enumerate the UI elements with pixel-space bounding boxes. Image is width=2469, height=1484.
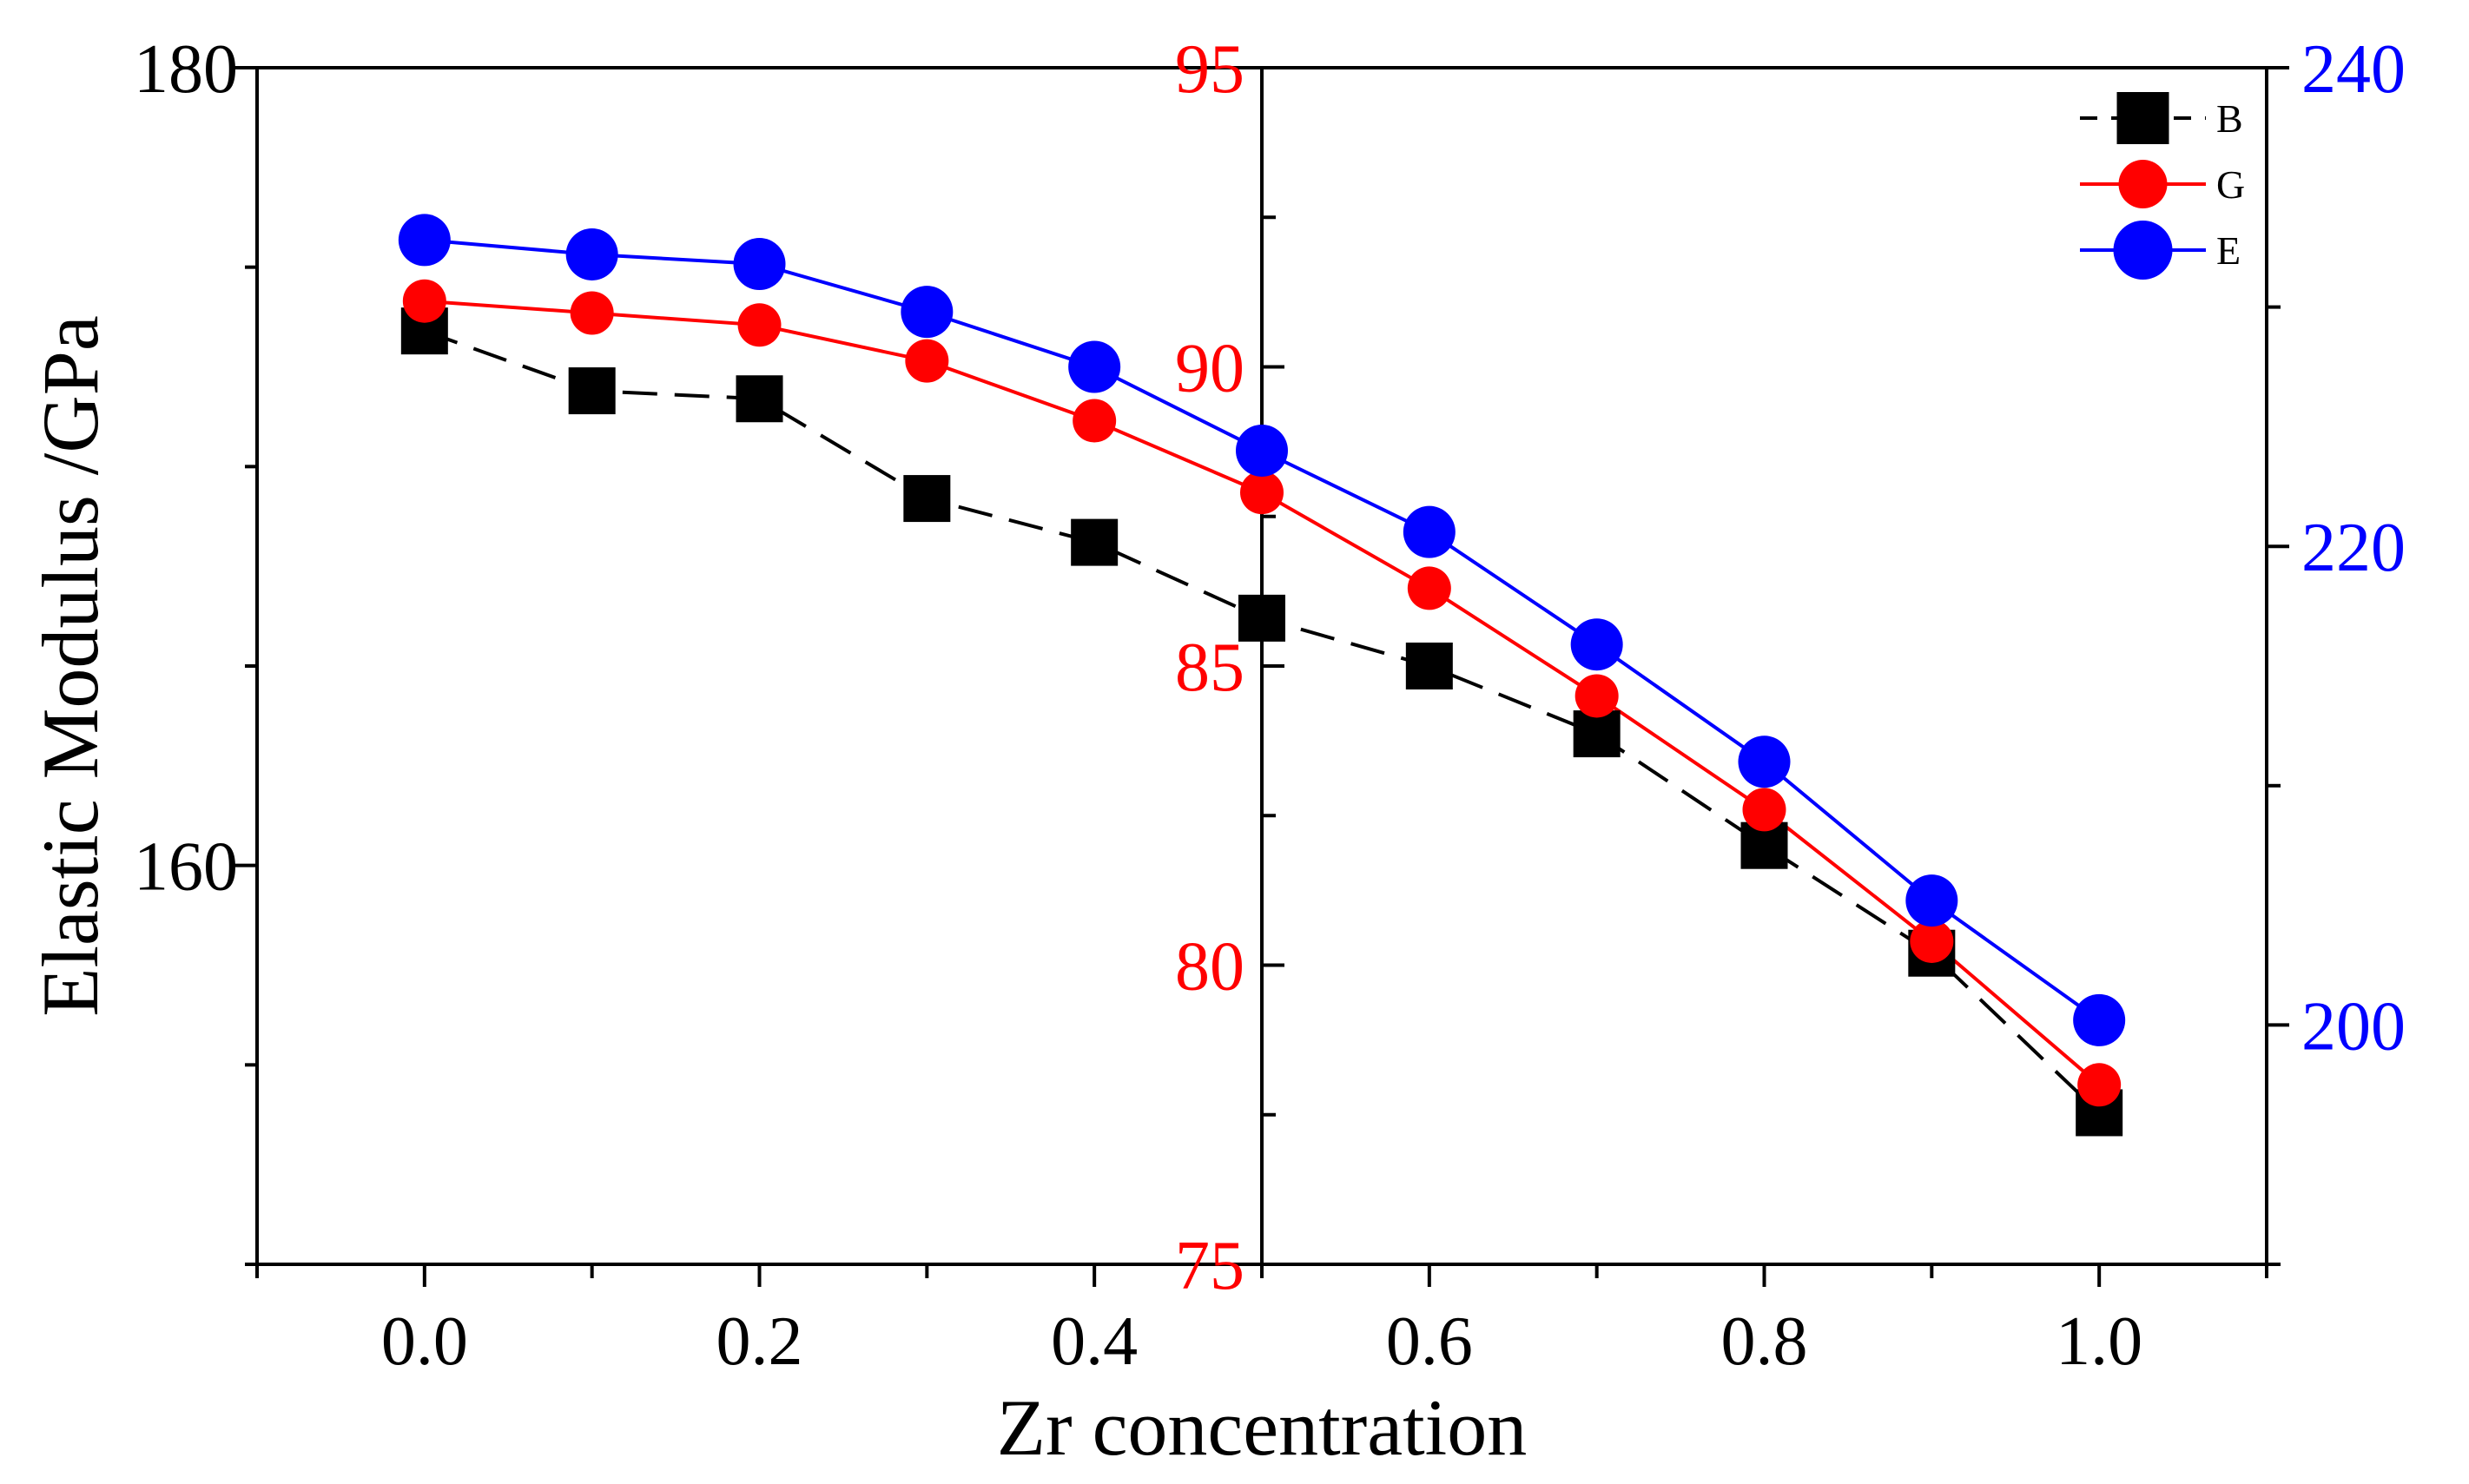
x-tick-label: 0.8 [1721,1303,1808,1380]
middle-y-tick-label: 80 [1175,929,1244,1006]
marker-g [1240,471,1284,515]
marker-g [1073,399,1117,443]
middle-y-tick-label: 85 [1175,630,1244,706]
left-y-tick-label: 180 [134,31,238,108]
marker-g [1742,788,1786,832]
marker-e [1403,505,1456,558]
marker-g [402,279,446,323]
legend-label-g: G [2216,162,2245,207]
right-y-tick-label: 220 [2301,510,2406,586]
legend-label-b: B [2216,96,2243,141]
marker-e [1236,424,1288,477]
marker-g [1407,566,1451,610]
marker-b [1405,643,1453,689]
x-tick-label: 0.4 [1051,1303,1138,1380]
tick-labels: 0.0 0.2 0.4 0.6 0.8 1.0 160 180 75 80 85 90 95 200 220… [134,31,2406,1380]
marker-b [1071,518,1119,566]
marker-b [1238,594,1285,642]
tick-marks [234,66,2289,1287]
right-y-tick-label: 200 [2301,988,2406,1065]
marker-b [568,367,616,415]
series-markers [398,214,2126,1137]
left-y-tick-label: 160 [134,829,238,906]
marker-b [1573,710,1621,758]
marker-b [903,475,951,523]
legend: BGE [2080,92,2245,280]
x-axis-label: Zr concentration [997,1383,1528,1472]
middle-y-tick-label: 90 [1175,331,1244,407]
x-tick-label: 1.0 [2056,1303,2142,1380]
middle-y-tick-label: 75 [1175,1228,1244,1304]
x-tick-label: 0.6 [1386,1303,1473,1380]
marker-e [733,237,786,290]
marker-b [736,375,783,423]
marker-g [1910,919,1954,963]
middle-y-tick-label: 95 [1175,31,1244,108]
marker-e [1738,735,1791,788]
legend-marker-g [2118,160,2168,208]
x-tick-label: 0.0 [381,1303,468,1380]
right-y-tick-label: 240 [2301,31,2406,108]
marker-e [1068,340,1121,393]
y-axis-label: Elastic Modulus /GPa [26,315,115,1017]
marker-e [565,228,618,280]
marker-e [1570,618,1623,671]
marker-g [2077,1063,2122,1107]
marker-g [737,303,782,347]
legend-marker-b [2116,92,2169,144]
marker-e [398,214,451,267]
marker-e [901,286,954,339]
marker-e [1905,874,1958,927]
marker-g [1574,674,1619,718]
marker-g [570,291,614,335]
marker-e [2073,993,2126,1046]
legend-label-e: E [2216,228,2241,273]
legend-marker-e [2113,221,2173,280]
marker-g [905,339,949,383]
x-tick-label: 0.2 [716,1303,803,1380]
